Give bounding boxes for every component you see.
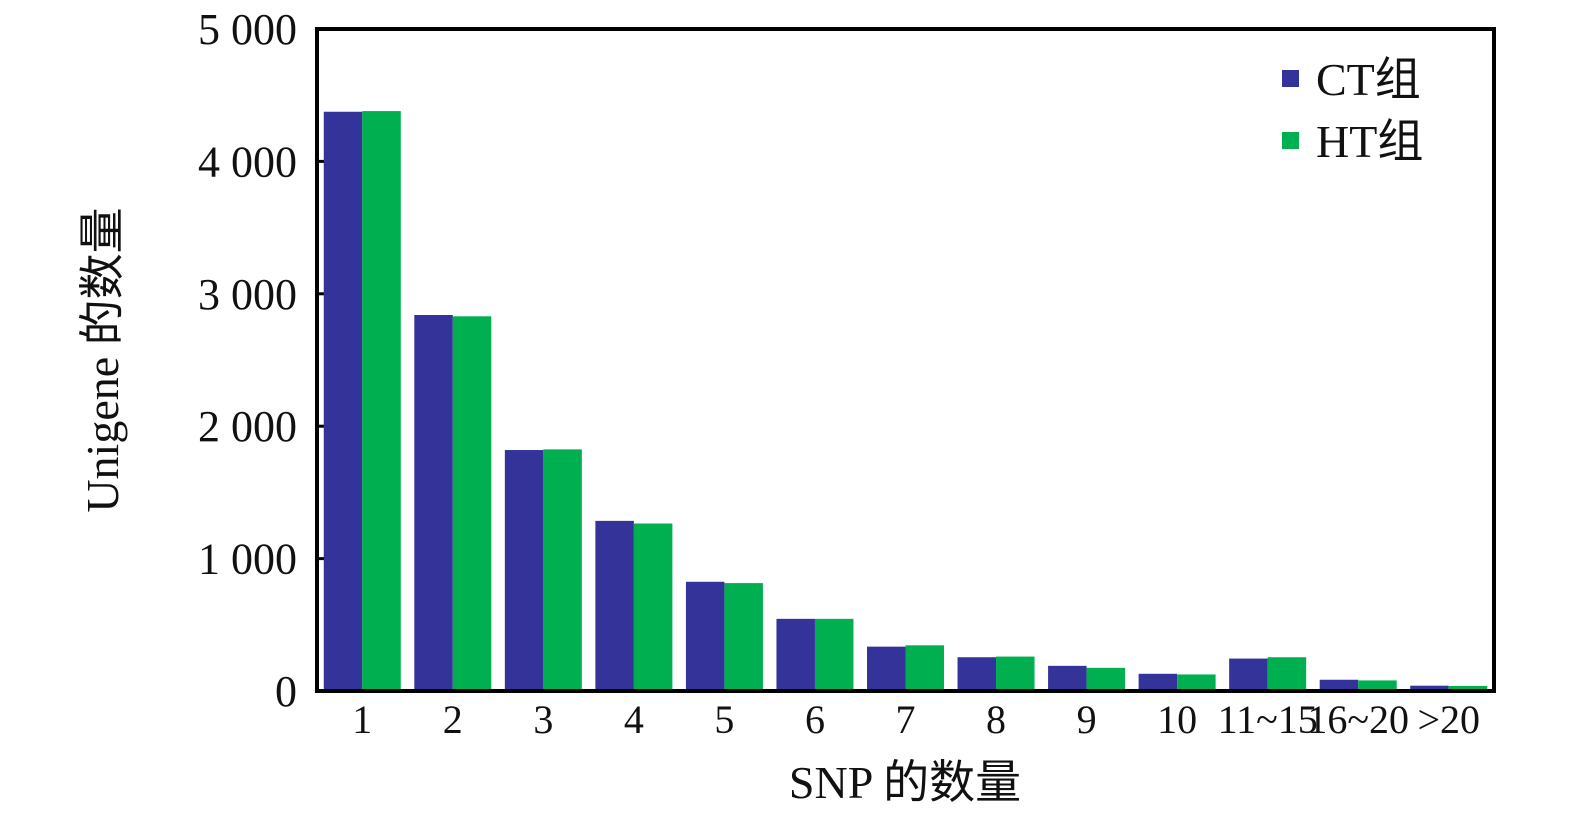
x-tick-label: 3: [533, 697, 553, 742]
x-tick-label: 11~15: [1218, 697, 1318, 742]
y-tick-label: 4 000: [198, 137, 297, 186]
bar-ht-5: [724, 583, 763, 691]
x-tick-label: 2: [443, 697, 463, 742]
bar-ht-2: [452, 316, 492, 691]
bar-ht-12: [1358, 680, 1397, 691]
x-tick-label: 9: [1077, 697, 1097, 742]
x-tick-label: >20: [1417, 697, 1480, 742]
bar-ht-11: [1267, 657, 1307, 691]
bar-ct-7: [867, 646, 906, 691]
x-tick-label: 10: [1157, 697, 1197, 742]
x-tick-label: 5: [714, 697, 734, 742]
y-axis-label: Unigene 的数量: [77, 207, 128, 512]
y-tick-label: 3 000: [198, 270, 297, 319]
x-tick-label: 8: [986, 697, 1006, 742]
legend-swatch: [1282, 70, 1299, 87]
y-tick-label: 0: [275, 667, 297, 716]
bar-ht-3: [543, 449, 582, 691]
x-tick-label: 6: [805, 697, 825, 742]
x-tick-label: 7: [896, 697, 916, 742]
bar-ht-8: [996, 656, 1035, 691]
chart-legend: CT组 HT组: [1282, 54, 1423, 167]
y-tick-label: 5 000: [198, 5, 297, 54]
legend-swatch: [1282, 132, 1299, 149]
bar-ct-3: [504, 450, 544, 691]
bar-ct-10: [1138, 673, 1178, 691]
y-axis-ticks: 0 1 000 2 000 3 000 4 000 5 000: [198, 5, 329, 716]
bar-ct-9: [1048, 665, 1087, 691]
bar-ct-1: [323, 111, 363, 691]
y-tick-label: 1 000: [198, 535, 297, 584]
bar-ht-7: [905, 645, 944, 691]
bar-ct-2: [414, 314, 453, 691]
plot-area-frame: [315, 27, 1496, 693]
bar-ct-11: [1229, 658, 1268, 691]
bar-ct-4: [595, 520, 634, 691]
x-tick-label: 4: [624, 697, 644, 742]
bar-ht-9: [1086, 667, 1126, 691]
legend-label: CT组: [1316, 54, 1421, 105]
x-tick-label: 1: [352, 697, 372, 742]
x-tick-label: 16~20: [1307, 697, 1409, 742]
bar-ht-13: [1448, 685, 1488, 691]
legend-label: HT组: [1316, 116, 1423, 167]
bar-ct-8: [957, 657, 997, 691]
bar-ht-4: [633, 523, 673, 691]
bar-series: [323, 111, 1488, 691]
bar-ct-6: [776, 618, 815, 691]
bar-ht-6: [814, 618, 854, 691]
bar-ht-1: [362, 111, 401, 691]
bar-ct-5: [685, 581, 725, 691]
x-axis-label: SNP 的数量: [789, 757, 1021, 808]
bar-ct-12: [1319, 679, 1359, 691]
y-tick-label: 2 000: [198, 402, 297, 451]
bar-ct-13: [1410, 685, 1449, 691]
bar-ht-10: [1177, 674, 1216, 691]
